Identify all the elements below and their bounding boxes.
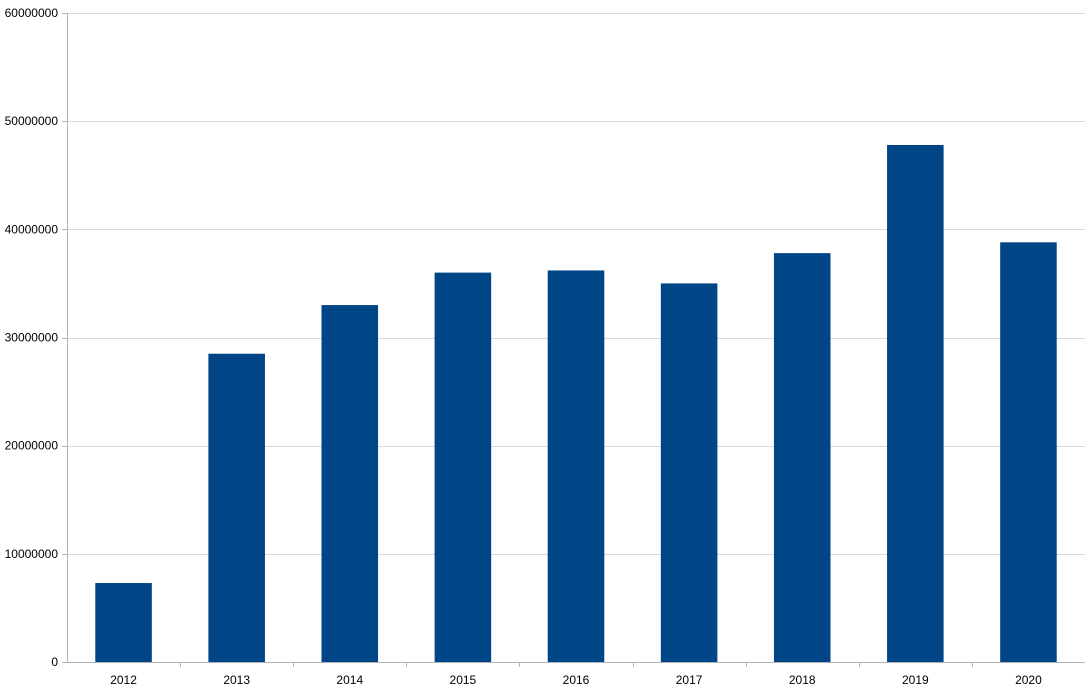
x-tick-label-2013: 2013	[223, 673, 250, 687]
y-tick-label: 40000000	[5, 222, 59, 236]
x-tick-label-2012: 2012	[110, 673, 137, 687]
y-axis-tick-labels: 0 10000000 20000000 30000000 40000000 5000000…	[5, 6, 59, 669]
axes	[62, 13, 1085, 667]
y-tick-label: 10000000	[5, 547, 59, 561]
x-tick-label-2017: 2017	[676, 673, 703, 687]
bar-2017	[660, 283, 718, 662]
y-tick-label: 20000000	[5, 439, 59, 453]
bar-2020	[1000, 242, 1057, 662]
y-tick-label: 60000000	[5, 6, 59, 20]
bar-2012	[95, 583, 152, 662]
x-tick-label-2015: 2015	[450, 673, 477, 687]
x-tick-label-2019: 2019	[902, 673, 929, 687]
y-tick-label: 0	[51, 655, 58, 669]
bar-2016	[547, 270, 605, 662]
bar-2014	[321, 305, 379, 662]
y-tick-label: 30000000	[5, 331, 59, 345]
bar-2013	[208, 353, 265, 662]
bar-2019	[887, 144, 944, 663]
y-tick-label: 50000000	[5, 114, 59, 128]
x-tick-label-2016: 2016	[563, 673, 590, 687]
x-tick-label-2014: 2014	[336, 673, 363, 687]
x-axis-tick-labels: 2012 2013 2014 2015 2016 2017 2018 2019 2020	[110, 673, 1042, 687]
bars	[95, 144, 1057, 663]
bar-2018	[773, 253, 831, 662]
x-tick-label-2020: 2020	[1015, 673, 1042, 687]
bar-2015	[434, 272, 492, 662]
x-tick-label-2018: 2018	[789, 673, 816, 687]
